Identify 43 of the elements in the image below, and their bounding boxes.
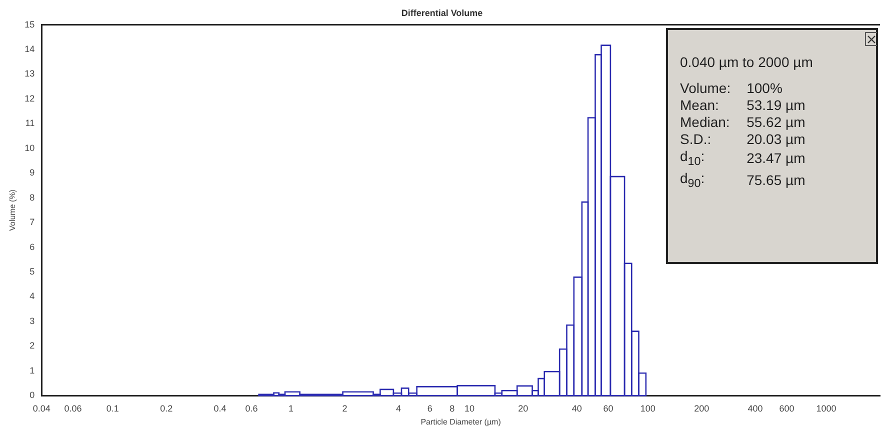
x-tick-label: 400 [748,403,763,414]
y-axis-title: Volume (%) [8,189,18,231]
x-tick-label: 0.4 [214,403,226,414]
annotation: Median: 55.62 µm [680,114,806,131]
x-tick-label: 20 [518,403,528,414]
y-tick-label: 12 [24,93,35,104]
x-tick-label: 1 [288,403,294,414]
y-tick-label: 2 [30,340,35,351]
y-tick-label: 15 [24,19,35,30]
x-tick-label: 600 [779,403,794,414]
y-tick-label: 0 [30,390,35,400]
x-axis-title: Particle Diameter (µm) [420,417,502,426]
info-panel: 0.040 µm to 2000 µm Volume: 100% Mean: 53.19 µm Median: 55.62 µm S.D.: 20.03 µm d$_{10}$: 23.47 µm d$_{90}$: 75.65 µm [666,28,878,264]
y-tick-label: 13 [24,68,35,79]
x-tick-label: 100 [640,403,656,414]
y-tick-label: 3 [30,316,35,326]
y-tick-label: 7 [30,217,35,228]
x-tick-label: 60 [603,403,614,414]
x-tick-label: 10 [464,403,474,414]
x-tick-label: 0.2 [160,403,173,414]
annotation: Volume: 100% [680,80,784,97]
y-tick-label: 10 [24,142,35,153]
x-tick-label: 4 [396,403,401,414]
x-tick-label: 0.04 [32,403,50,414]
annotation: 0.040 µm to 2000 µm [680,54,814,70]
x-tick-label: 0.1 [106,403,119,414]
x-tick-label: 40 [572,403,582,414]
x-tick-label: 8 [450,403,455,414]
x-tick-label: 6 [427,403,432,414]
y-tick-label: 9 [30,168,35,178]
x-tick-label: 200 [694,403,710,414]
y-tick-label: 11 [25,118,35,128]
x-tick-label: 0.06 [64,403,82,414]
x-tick-label: 1000 [816,403,836,414]
y-tick-label: 5 [30,266,35,276]
y-tick-label: 8 [30,192,35,202]
x-tick-label: 2 [342,403,348,414]
y-tick-label: 1 [30,365,35,376]
y-tick-label: 14 [24,44,35,54]
y-tick-label: 6 [30,242,35,252]
x-tick-label: 0.6 [245,403,258,414]
y-tick-label: 4 [30,291,35,302]
chart-title: Differential Volume [401,8,483,18]
